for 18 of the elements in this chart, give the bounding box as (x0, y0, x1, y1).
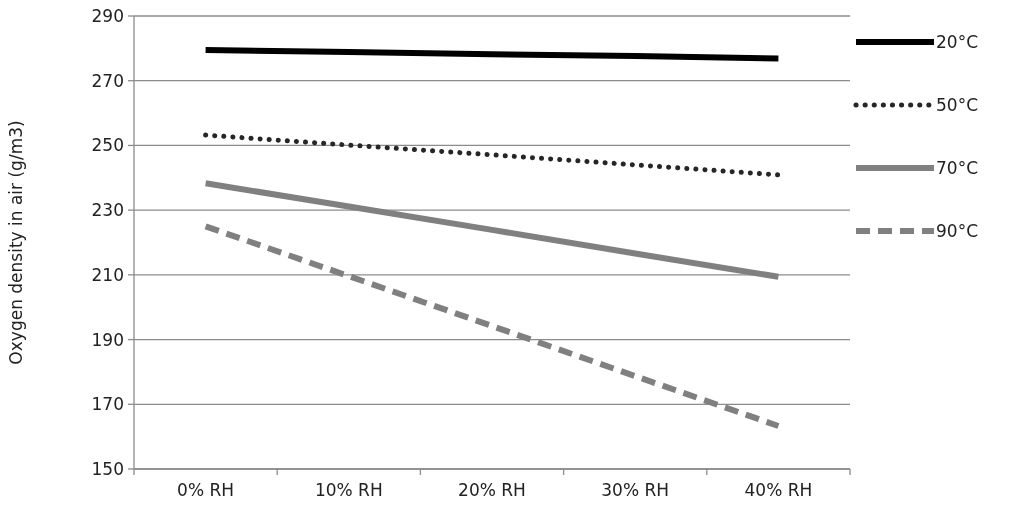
x-tick-label: 10% RH (314, 480, 383, 500)
x-tick-label: 30% RH (601, 480, 670, 500)
legend-label: 50°C (936, 94, 979, 115)
y-tick-label: 250 (91, 135, 124, 156)
legend-label: 70°C (936, 157, 979, 178)
y-tick-label: 150 (91, 458, 124, 479)
y-tick-label: 230 (91, 200, 124, 221)
legend-label: 20°C (936, 31, 979, 52)
y-tick-label: 210 (91, 264, 124, 285)
y-tick-label: 270 (91, 70, 124, 91)
x-tick-label: 40% RH (744, 480, 813, 500)
y-tick-label: 290 (91, 5, 124, 26)
y-axis-title: Oxygen density in air (g/m3) (6, 120, 26, 365)
x-tick-label: 0% RH (177, 480, 235, 500)
y-tick-label: 170 (91, 394, 124, 415)
x-tick-label: 20% RH (458, 480, 526, 500)
legend-label: 90°C (936, 220, 979, 241)
y-tick-label: 190 (91, 329, 124, 350)
